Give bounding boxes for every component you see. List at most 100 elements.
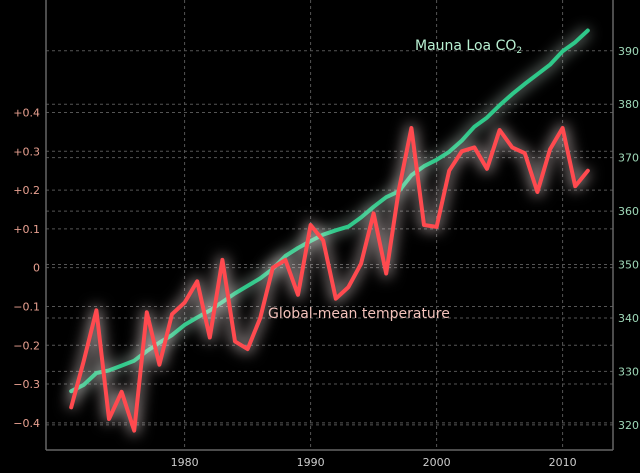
temperature-point <box>548 147 552 151</box>
co2-point <box>183 323 187 327</box>
temperature-point <box>372 211 376 215</box>
co2-point <box>573 40 577 44</box>
right-tick-label: 370 <box>618 152 639 165</box>
left-tick-label: −0.3 <box>13 378 40 391</box>
temperature-point <box>321 238 325 243</box>
co2-point <box>107 368 111 372</box>
temperature-point <box>460 149 464 153</box>
co2-point <box>233 291 237 296</box>
co2-point <box>523 82 527 86</box>
temperature-point <box>132 429 136 433</box>
temperature-point <box>485 167 489 171</box>
co2-point <box>120 363 124 368</box>
left-tick-label: −0.2 <box>13 339 40 352</box>
temperature-point <box>334 297 338 301</box>
co2-point <box>246 284 250 288</box>
temperature-point <box>220 258 224 262</box>
right-tick-label: 380 <box>618 98 639 111</box>
temperature-point <box>346 285 350 289</box>
co2-point <box>334 228 338 232</box>
temperature-point <box>309 223 313 227</box>
temperature-point <box>195 279 199 283</box>
co2-point <box>498 103 502 107</box>
co2-point <box>447 150 451 154</box>
co2-point <box>195 315 199 320</box>
co2-point <box>372 205 376 209</box>
co2-point <box>296 246 300 250</box>
co2-point <box>535 72 540 76</box>
co2-point <box>359 215 363 220</box>
temperature-series-label: Global-mean temperature <box>268 306 450 322</box>
co2-point <box>472 125 476 129</box>
temperature-point <box>397 188 401 192</box>
temperature-point <box>523 151 527 155</box>
temperature-point <box>498 128 502 132</box>
temperature-point <box>258 316 262 320</box>
temperature-point <box>586 169 590 173</box>
temperature-point <box>561 126 565 130</box>
co2-point <box>460 138 464 143</box>
temperature-point <box>271 266 275 270</box>
x-tick-label: 2000 <box>423 456 451 469</box>
right-tick-label: 350 <box>618 259 639 272</box>
temperature-point <box>120 390 124 394</box>
x-tick-label: 2010 <box>549 456 577 469</box>
co2-series-label: Mauna Loa CO2 <box>415 38 522 56</box>
temperature-point <box>94 308 98 312</box>
co2-point <box>409 173 413 177</box>
co2-point <box>346 225 350 229</box>
temperature-point <box>447 169 451 173</box>
co2-point <box>258 276 262 281</box>
temperature-point <box>422 223 426 227</box>
left-tick-label: +0.3 <box>13 145 40 158</box>
temperature-point <box>157 363 161 367</box>
temperature-point <box>435 225 439 229</box>
left-tick-label: +0.4 <box>13 107 40 120</box>
co2-point <box>510 92 514 96</box>
co2-point <box>561 49 565 53</box>
temperature-point <box>82 359 86 363</box>
right-tick-label: 320 <box>618 419 639 432</box>
co2-point <box>435 158 439 162</box>
co2-point <box>422 164 426 168</box>
left-tick-label: +0.2 <box>13 184 40 197</box>
co2-point <box>94 371 98 375</box>
temperature-point <box>510 145 514 150</box>
co2-point <box>485 115 489 120</box>
temperature-point <box>183 300 187 305</box>
temperature-point <box>145 310 149 314</box>
temperature-point <box>246 347 250 351</box>
x-tick-label: 1990 <box>297 456 325 469</box>
temperature-point <box>359 262 363 266</box>
right-tick-label: 390 <box>618 45 639 58</box>
temperature-line <box>69 126 590 433</box>
co2-point <box>548 63 552 67</box>
temperature-point <box>472 145 476 150</box>
temperature-point <box>409 126 413 130</box>
gridlines <box>46 0 613 450</box>
co2-point <box>220 300 224 304</box>
temperature-point <box>233 339 237 343</box>
temperature-point <box>107 417 111 421</box>
left-tick-label: −0.1 <box>13 300 40 313</box>
temperature-point <box>384 271 388 276</box>
temperature-glow <box>66 123 592 436</box>
right-tick-label: 330 <box>618 365 639 378</box>
temperature-point <box>208 335 212 340</box>
left-tick-label: −0.4 <box>13 417 40 430</box>
temperature-point <box>69 405 73 409</box>
axes <box>45 0 614 451</box>
co2-point <box>384 195 388 199</box>
temperature-point <box>573 184 577 188</box>
temperature-point <box>283 258 287 262</box>
right-tick-label: 340 <box>618 312 639 325</box>
co2-point <box>132 359 136 363</box>
co2-point <box>82 383 86 387</box>
co2-point <box>586 28 590 33</box>
temperature-point <box>296 293 300 297</box>
right-tick-label: 360 <box>618 205 639 218</box>
temperature-point <box>170 312 174 316</box>
left-tick-label: +0.1 <box>13 223 40 236</box>
temperature-point <box>535 190 540 194</box>
